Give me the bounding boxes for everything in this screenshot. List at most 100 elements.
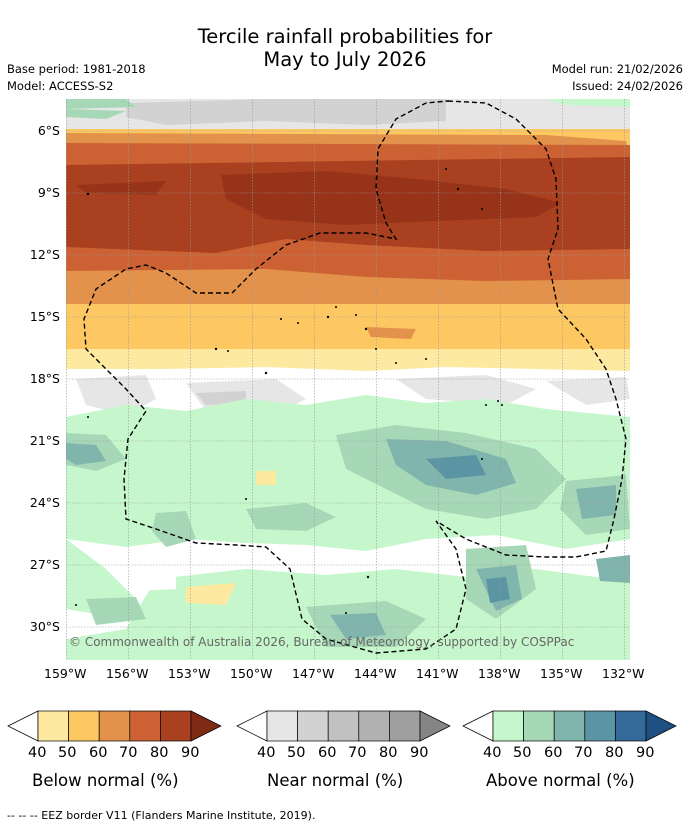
above-tick: 60 [544,745,563,761]
lon-label: 132°W [602,666,645,681]
model-run: Model run: 21/02/2026 [551,62,683,76]
lat-label: 15°S [29,309,60,324]
below-normal-label: Below normal (%) [32,771,179,790]
colorbar-swatch [68,710,100,742]
colorbar-swatch [584,710,616,742]
lon-label: 159°W [44,666,87,681]
below-tick: 50 [58,745,77,761]
colorbar-swatch [37,710,69,742]
below-normal-region [256,471,276,485]
above-normal-region [246,503,336,531]
colorbar-swatch [266,710,298,742]
above-normal-region [66,99,136,109]
near-normal-region [126,99,446,125]
colorbar-swatch [389,710,421,742]
above-normal-region [546,99,630,107]
copyright-notice: © Commonwealth of Australia 2026, Bureau… [69,635,575,649]
title-line-1: Tercile rainfall probabilities for [197,25,493,48]
lat-label: 30°S [29,619,60,634]
colorbar-swatch [297,710,329,742]
near-normal-region [76,375,156,415]
lon-label: 138°W [478,666,521,681]
near-tick: 50 [287,745,306,761]
islands [75,168,503,614]
colorbar-swatch [553,710,586,742]
below-tick: 90 [181,745,200,761]
lon-label: 153°W [168,666,211,681]
lon-label: 135°W [540,666,583,681]
legend-colorbars [7,710,677,742]
lat-label: 21°S [29,433,60,448]
colorbar-arrow-high [419,710,451,742]
near-normal-label: Near normal (%) [267,771,404,790]
lat-label: 12°S [29,247,60,262]
colorbar-arrow-low [462,710,494,742]
colorbar-swatch [98,710,131,742]
below-tick: 70 [119,745,138,761]
lon-label: 141°W [416,666,459,681]
lat-label: 27°S [29,557,60,572]
above-normal-region [426,455,486,479]
above-normal-region [486,577,510,603]
below-tick: 80 [150,745,169,761]
above-tick: 80 [605,745,624,761]
near-normal-region [546,377,630,405]
above-normal-region [66,109,126,119]
colorbar-swatch [327,710,360,742]
colorbar-below [7,710,222,742]
near-tick: 40 [257,745,276,761]
near-tick: 70 [348,745,367,761]
near-tick: 90 [410,745,429,761]
lon-label: 150°W [230,666,273,681]
issued-date: Issued: 24/02/2026 [572,79,683,93]
colorbar-above [462,710,677,742]
colorbar-swatch [615,710,647,742]
colorbar-arrow-low [236,710,268,742]
below-normal-region [76,181,166,195]
lat-label: 24°S [29,495,60,510]
colorbar-near [236,710,451,742]
colorbar-swatch [523,710,555,742]
above-tick: 90 [636,745,655,761]
above-normal-region [330,613,386,639]
below-normal-region [366,327,416,339]
eez-border [83,100,627,654]
above-normal-region [596,555,630,583]
below-normal-region [186,583,236,605]
map-canvas [66,99,630,660]
colorbar-swatch [160,710,192,742]
above-tick: 40 [483,745,502,761]
colorbar-arrow-low [7,710,39,742]
above-tick: 50 [513,745,532,761]
no-signal-region [186,549,306,569]
above-normal-region [66,443,106,465]
below-tick: 40 [28,745,47,761]
above-normal-region [152,511,196,547]
lat-label: 18°S [29,371,60,386]
eez-footnote: -- -- -- EEZ border V11 (Flanders Marine… [7,809,316,822]
below-normal-region [221,171,561,225]
colorbar-arrow-high [190,710,222,742]
lon-label: 147°W [292,666,335,681]
model-name: Model: ACCESS-S2 [7,79,114,93]
colorbar-swatch [492,710,524,742]
lat-label: 6°S [37,123,60,138]
lat-label: 9°S [37,185,60,200]
probability-map: © Commonwealth of Australia 2026, Bureau… [66,99,630,660]
above-normal-region [576,485,616,519]
above-normal-label: Above normal (%) [486,771,635,790]
base-period: Base period: 1981-2018 [7,62,146,76]
below-normal-region [66,349,630,371]
title-line-2: May to July 2026 [263,48,427,71]
near-normal-region [396,375,536,405]
near-tick: 60 [318,745,337,761]
near-tick: 80 [379,745,398,761]
below-tick: 60 [89,745,108,761]
lon-label: 144°W [354,666,397,681]
lon-label: 156°W [106,666,149,681]
colorbar-swatch [358,710,390,742]
colorbar-swatch [129,710,161,742]
no-signal-region [126,567,176,591]
above-normal-region [86,597,146,625]
above-tick: 70 [574,745,593,761]
